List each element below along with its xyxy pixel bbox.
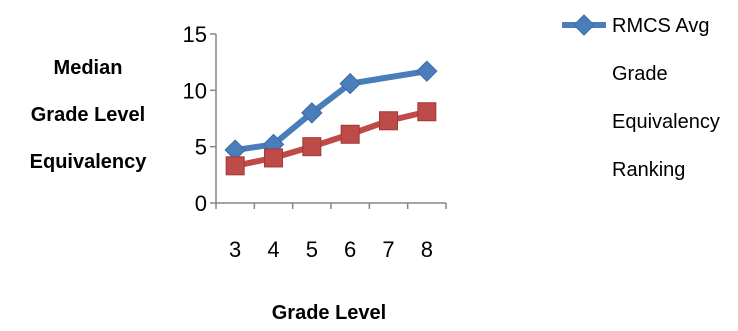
series-1-point <box>339 72 361 95</box>
series-2-point <box>417 102 437 122</box>
x-axis-ticks: 3 4 5 6 7 8 <box>215 203 447 262</box>
legend: RMCS Avg Grade Equivalency Ranking <box>562 14 720 181</box>
x-tick-label: 4 <box>267 237 279 262</box>
series-1-point <box>416 60 438 82</box>
series-2-point <box>340 124 360 144</box>
series-2-point <box>379 111 398 131</box>
y-axis-title-line-1: Median <box>54 57 123 79</box>
legend-label-line-4: Ranking <box>612 159 685 181</box>
x-tick-label: 3 <box>229 237 241 262</box>
series-2-point <box>302 137 322 157</box>
x-tick-label: 5 <box>306 237 318 262</box>
axes <box>215 34 446 204</box>
y-tick-label: 10 <box>183 78 207 103</box>
x-tick-label: 8 <box>421 237 433 262</box>
y-tick-label: 5 <box>195 135 207 160</box>
series-layer <box>224 60 438 176</box>
x-tick-label: 7 <box>382 237 394 262</box>
y-axis-ticks: 0 5 10 15 <box>183 22 216 216</box>
y-tick-label: 15 <box>183 22 207 47</box>
series-2-line <box>232 108 430 169</box>
legend-diamond-marker-icon <box>573 14 595 36</box>
legend-label-line-3: Equivalency <box>612 111 720 133</box>
x-tick-label: 6 <box>344 237 356 262</box>
series-2-point <box>264 148 283 168</box>
y-axis-title-line-3: Equivalency <box>30 151 148 173</box>
series-2-point <box>225 156 245 176</box>
y-tick-label: 0 <box>195 191 207 216</box>
series-1-point <box>301 102 323 124</box>
y-axis-title-line-2: Grade Level <box>31 104 146 126</box>
legend-label-line-1: RMCS Avg <box>612 15 709 37</box>
x-axis-title: Grade Level <box>272 302 387 324</box>
legend-label-line-2: Grade <box>612 63 668 85</box>
